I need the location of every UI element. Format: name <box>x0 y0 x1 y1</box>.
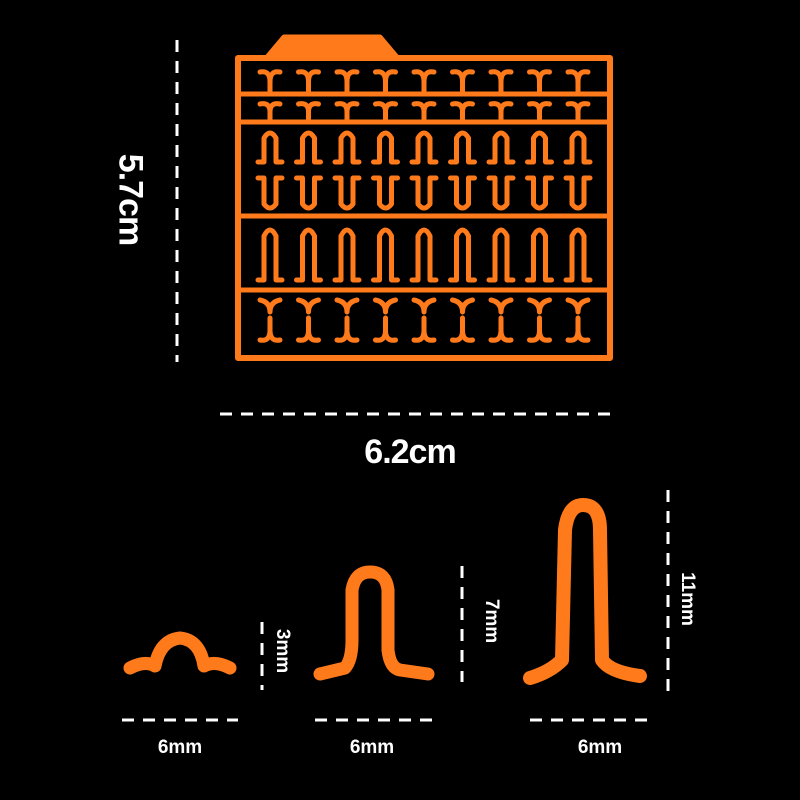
medium-stop-shape <box>486 175 516 211</box>
sheet-width-label: 6.2cm <box>364 433 456 471</box>
large-stop-shape <box>486 227 516 283</box>
small-stop-shape <box>527 315 552 343</box>
small-stop-shape <box>527 69 552 97</box>
small-stop-shape <box>450 101 475 125</box>
small-stop-shape <box>257 101 283 125</box>
large-stop-shape <box>525 227 554 283</box>
small-stop-shape <box>488 101 514 125</box>
medium-width-label: 6mm <box>349 737 395 758</box>
large-width-label: 6mm <box>577 737 623 758</box>
small-stop-shape <box>488 315 514 343</box>
sheet-tab <box>265 34 399 59</box>
medium-height-label: 7mm <box>481 598 502 644</box>
small-stop-shape <box>257 69 283 97</box>
large-stop-shape <box>371 227 400 283</box>
large-height-label: 11mm <box>677 572 698 626</box>
small-stop-shape <box>527 101 552 125</box>
sheet-frame <box>235 55 613 361</box>
small-stop-shape <box>296 315 321 343</box>
medium-stop-shape <box>563 130 593 165</box>
small-stop-shape <box>296 101 321 125</box>
medium-stop-shape <box>409 130 439 165</box>
large-stop-shape <box>332 227 362 283</box>
small-stop-shape <box>334 69 360 97</box>
small-stop-shape <box>565 69 591 97</box>
large-stop-shape <box>255 227 285 283</box>
small-stop-shape <box>373 297 398 315</box>
hair-stop-sheet <box>235 34 613 361</box>
medium-stop-shape <box>255 175 285 211</box>
small-stop-shape <box>450 69 475 97</box>
medium-stop-shape <box>371 175 400 211</box>
small-stop-shape <box>488 297 514 315</box>
small-stop-shape <box>257 297 283 315</box>
small-stop-shape <box>296 69 321 97</box>
small-height-label: 3mm <box>272 628 293 674</box>
medium-stop-shape <box>371 130 400 165</box>
medium-stop-shape <box>332 175 362 211</box>
medium-stop-shape <box>486 130 516 165</box>
small-stop-shape <box>450 297 475 315</box>
small-stop-shape <box>565 297 591 315</box>
large-stop-shape <box>448 227 477 283</box>
small-stop-shape <box>411 69 437 97</box>
small-stop-shape <box>411 101 437 125</box>
small-stop-shape <box>411 315 437 343</box>
small-stop-shape <box>296 297 321 315</box>
large-stop <box>523 498 647 685</box>
medium-stop-shape <box>448 175 477 211</box>
small-stop-shape <box>334 101 360 125</box>
medium-stop-shape <box>294 130 323 165</box>
small-stop-shape <box>373 101 398 125</box>
medium-stop-shape <box>563 175 593 211</box>
medium-stop-shape <box>448 130 477 165</box>
small-stop-shape <box>334 297 360 315</box>
loose-stops <box>123 498 647 685</box>
medium-stop <box>313 565 435 681</box>
medium-stop-shape <box>409 175 439 211</box>
large-stop-shape <box>563 227 593 283</box>
small-stop-shape <box>488 69 514 97</box>
small-stop-shape <box>373 69 398 97</box>
dimension-lines <box>122 40 670 722</box>
medium-stop-shape <box>332 130 362 165</box>
small-stop-shape <box>565 101 591 125</box>
small-stop-shape <box>257 315 283 343</box>
medium-stop-shape <box>255 130 285 165</box>
large-stop-shape <box>409 227 439 283</box>
medium-stop-shape <box>525 130 554 165</box>
small-stop-shape <box>373 315 398 343</box>
small-stop-shape <box>411 297 437 315</box>
medium-stop-shape <box>294 175 323 211</box>
large-stop-shape <box>294 227 323 283</box>
small-stop-shape <box>334 315 360 343</box>
medium-stop-shape <box>525 175 554 211</box>
small-stop <box>123 631 237 675</box>
small-width-label: 6mm <box>157 737 203 758</box>
sheet-height-label: 5.7cm <box>111 153 150 246</box>
small-stop-shape <box>450 315 475 343</box>
small-stop-shape <box>565 315 591 343</box>
small-stop-shape <box>527 297 552 315</box>
